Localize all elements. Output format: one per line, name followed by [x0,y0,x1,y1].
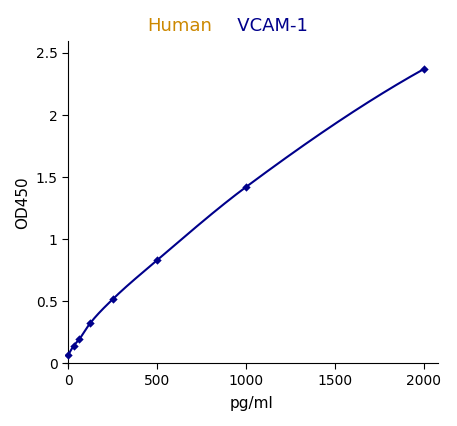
Point [154,257,161,264]
Point [109,296,116,303]
X-axis label: pg/ml: pg/ml [229,396,273,411]
Y-axis label: OD450: OD450 [15,177,30,230]
Text: VCAM-1: VCAM-1 [220,17,308,35]
Point [420,66,427,72]
Point [64,352,72,359]
Point [70,343,77,349]
Point [87,320,94,326]
Text: Human: Human [147,17,212,35]
Point [242,184,250,190]
Point [76,336,83,343]
